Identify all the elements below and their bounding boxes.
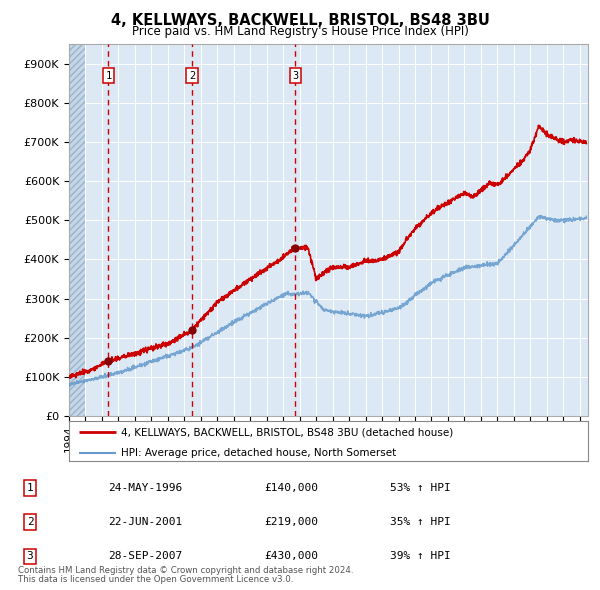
Text: 2: 2 <box>189 71 195 81</box>
Text: 3: 3 <box>292 71 299 81</box>
Text: 4, KELLWAYS, BACKWELL, BRISTOL, BS48 3BU (detached house): 4, KELLWAYS, BACKWELL, BRISTOL, BS48 3BU… <box>121 427 453 437</box>
Text: £430,000: £430,000 <box>264 552 318 561</box>
Text: 3: 3 <box>26 552 34 561</box>
Text: 1: 1 <box>105 71 112 81</box>
Text: 1: 1 <box>26 483 34 493</box>
Text: £140,000: £140,000 <box>264 483 318 493</box>
Text: This data is licensed under the Open Government Licence v3.0.: This data is licensed under the Open Gov… <box>18 575 293 584</box>
Text: Contains HM Land Registry data © Crown copyright and database right 2024.: Contains HM Land Registry data © Crown c… <box>18 566 353 575</box>
Text: 22-JUN-2001: 22-JUN-2001 <box>108 517 182 527</box>
Text: 35% ↑ HPI: 35% ↑ HPI <box>390 517 451 527</box>
Text: £219,000: £219,000 <box>264 517 318 527</box>
Text: 24-MAY-1996: 24-MAY-1996 <box>108 483 182 493</box>
Text: Price paid vs. HM Land Registry's House Price Index (HPI): Price paid vs. HM Land Registry's House … <box>131 25 469 38</box>
Text: 53% ↑ HPI: 53% ↑ HPI <box>390 483 451 493</box>
Text: 39% ↑ HPI: 39% ↑ HPI <box>390 552 451 561</box>
Text: HPI: Average price, detached house, North Somerset: HPI: Average price, detached house, Nort… <box>121 448 396 458</box>
Text: 28-SEP-2007: 28-SEP-2007 <box>108 552 182 561</box>
Text: 2: 2 <box>26 517 34 527</box>
Text: 4, KELLWAYS, BACKWELL, BRISTOL, BS48 3BU: 4, KELLWAYS, BACKWELL, BRISTOL, BS48 3BU <box>110 13 490 28</box>
Bar <box>69 44 85 416</box>
